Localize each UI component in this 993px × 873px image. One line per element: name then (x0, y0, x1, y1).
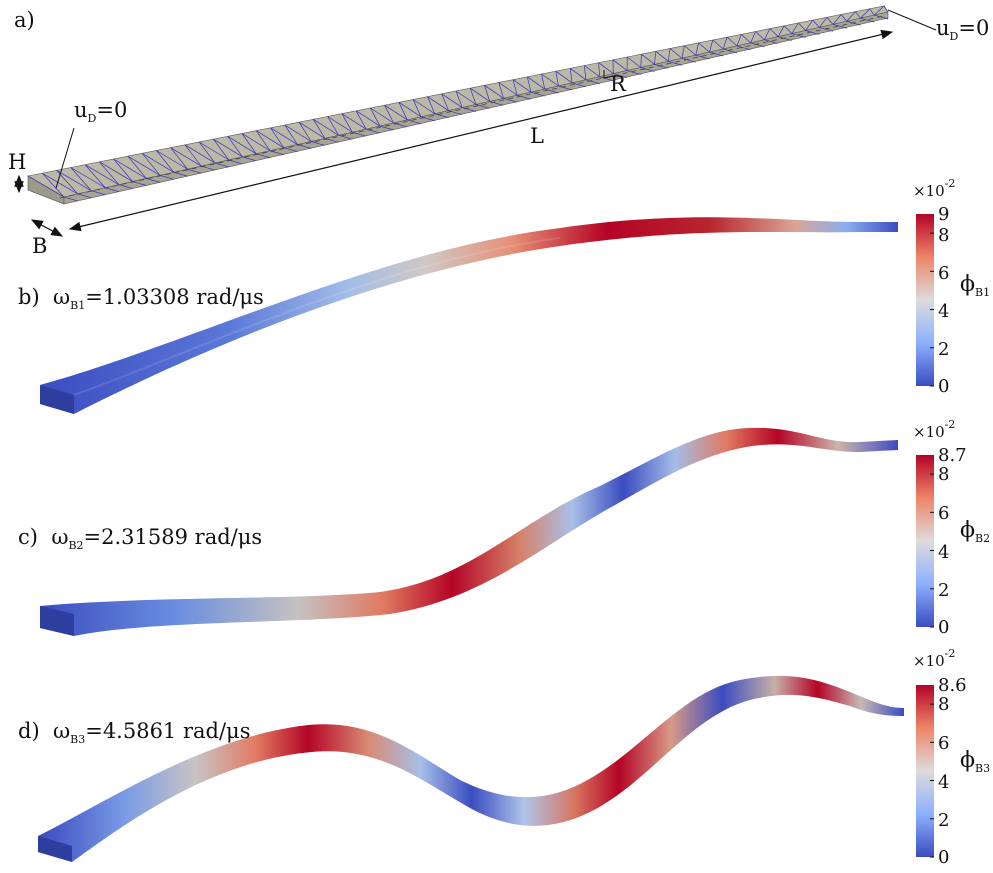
mesh-edge (840, 14, 848, 22)
mesh-diagonal (42, 172, 65, 198)
colorbar-b2-scale: ×10-2 (913, 418, 956, 441)
colorbar-b3 (916, 685, 934, 857)
colorbar-b3-tick: 6 (938, 733, 950, 754)
bc-right-label: uD=0 (936, 16, 990, 43)
radius-label: R (610, 72, 626, 96)
radius-marker (603, 70, 615, 79)
colorbar-b2 (916, 455, 934, 627)
colorbar-b2-tick: 8 (938, 464, 950, 485)
colorbar-b1-max: 9 (938, 204, 950, 225)
bc-left-label: uD=0 (74, 98, 128, 125)
mesh-diagonal (846, 11, 856, 22)
mesh-edge (826, 17, 834, 25)
colorbar-b3-max: 8.6 (938, 675, 967, 696)
colorbar-b2-tick: 6 (938, 503, 950, 524)
panel-a-tag: a) (14, 8, 35, 32)
colorbar-b2-symbol: ϕB2 (960, 518, 991, 545)
colorbar-b3-tick: 8 (938, 694, 950, 715)
colorbar-b2-max: 8.7 (938, 445, 967, 466)
mode-b1-label: b) ωB1=1.03308 rad/μs (18, 285, 264, 312)
undeformed-beam (27, 5, 889, 205)
colorbar-b1-tick: 8 (938, 225, 950, 246)
colorbar-b3-scale: ×10-2 (913, 647, 956, 670)
mode-b2-beam (40, 427, 898, 636)
length-label: L (530, 124, 544, 148)
mesh-side-diagonal (832, 23, 847, 29)
mesh-diagonal (874, 5, 885, 16)
mesh-diagonal (860, 8, 870, 19)
mesh-edge (883, 5, 889, 13)
mesh-side-diagonal (860, 17, 875, 23)
mesh-edge (869, 8, 875, 16)
colorbar-b1-tick: 6 (938, 263, 950, 284)
mesh-diagonal (819, 17, 828, 28)
mesh-edge (798, 22, 806, 31)
colorbar-b1-tick: 0 (938, 376, 950, 397)
mesh-edge (855, 11, 861, 19)
colorbar-b3-tick: 2 (938, 810, 950, 831)
colorbar-b2-tick: 4 (938, 542, 950, 563)
colorbar-b3-symbol: ϕB3 (960, 748, 991, 775)
colorbar-b1-symbol: ϕB1 (960, 272, 991, 299)
length-dimension (68, 29, 894, 232)
bc-left-leader (55, 127, 75, 189)
mode-b3-label: d) ωB3=4.5861 rad/μs (18, 719, 251, 746)
colorbar-b3-tick: 4 (938, 772, 950, 793)
mesh-diagonal (805, 19, 813, 31)
width-label: B (32, 234, 48, 258)
colorbar-b1-tick: 2 (938, 339, 950, 360)
height-label: H (8, 150, 27, 174)
mode-b2-label: c) ωB2=2.31589 rad/μs (18, 525, 263, 552)
mesh-edge (812, 19, 820, 28)
colorbar-b1 (916, 214, 934, 386)
colorbar-b2-tick: 2 (938, 580, 950, 601)
mesh-side-diagonal (846, 20, 861, 26)
mesh-diagonal (832, 14, 842, 25)
colorbar-b1-scale: ×10-2 (913, 177, 956, 200)
colorbar-b1-tick: 4 (938, 301, 950, 322)
width-arrow (30, 219, 64, 237)
colorbar-b2-tick: 0 (938, 617, 950, 638)
bc-right-leader (887, 9, 937, 31)
mode-b3-beam (38, 675, 904, 862)
colorbar-b3-tick: 0 (938, 847, 950, 868)
mode-b1-beam (40, 217, 898, 414)
mesh-edge (27, 175, 65, 198)
